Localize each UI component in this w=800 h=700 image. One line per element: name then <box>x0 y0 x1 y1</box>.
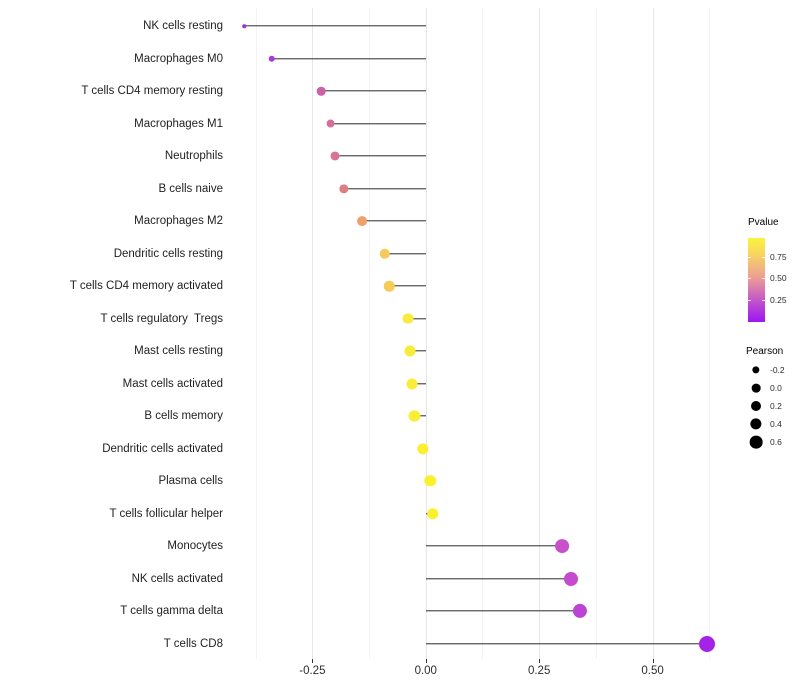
pvalue-tick-label: 0.25 <box>770 294 787 305</box>
lollipop-dot <box>406 377 418 390</box>
y-axis-label: Dendritic cells resting <box>113 247 223 260</box>
pvalue-colorbar-tick <box>762 299 765 301</box>
lollipop-dot <box>317 86 326 96</box>
y-axis-label: Monocytes <box>167 540 223 552</box>
pvalue-colorbar-tick <box>762 277 765 279</box>
pvalue-legend-title: Pvalue <box>748 217 779 228</box>
lollipop-dot <box>242 24 247 28</box>
x-tick-mark <box>425 659 427 663</box>
gridline-major <box>652 8 654 659</box>
lollipop-stem <box>414 415 426 417</box>
y-axis-label: NK cells resting <box>143 20 223 32</box>
pearson-legend-label: 0.2 <box>770 401 782 411</box>
pvalue-colorbar-tick <box>748 277 751 279</box>
lollipop-stem <box>335 155 426 157</box>
y-axis-label: B cells naive <box>158 182 223 195</box>
pearson-legend-dot <box>752 366 760 374</box>
lollipop-dot <box>268 55 275 62</box>
lollipop-stem <box>271 57 426 60</box>
lollipop-stem <box>412 382 426 385</box>
lollipop-dot <box>426 507 439 520</box>
pvalue-colorbar <box>748 238 765 322</box>
lollipop-dot <box>698 635 715 652</box>
y-axis-label: Neutrophils <box>164 150 223 162</box>
y-axis-label: Macrophages M1 <box>134 117 223 130</box>
y-axis-label: Mast cells resting <box>134 345 223 357</box>
gridline-minor <box>482 8 484 659</box>
gridline-minor <box>255 8 257 659</box>
lollipop-dot <box>402 313 414 324</box>
y-axis-label: Macrophages M0 <box>134 52 223 65</box>
y-axis-label: T cells gamma delta <box>120 605 223 617</box>
pearson-legend-label: -0.2 <box>770 365 785 375</box>
y-axis-label: T cells CD8 <box>163 637 223 650</box>
lollipop-dot <box>554 539 569 553</box>
y-axis-label: B cells memory <box>144 410 223 422</box>
lollipop-dot <box>357 216 368 226</box>
y-axis-label: T cells CD4 memory activated <box>69 280 223 292</box>
lollipop-dot <box>384 280 395 292</box>
y-axis-label: Macrophages M2 <box>134 215 223 227</box>
lollipop-stem <box>344 187 426 190</box>
pvalue-colorbar-tick <box>748 299 751 301</box>
pvalue-colorbar-tick <box>748 256 751 258</box>
lollipop-stem <box>425 577 571 580</box>
x-tick-mark <box>539 659 541 663</box>
lollipop-stem <box>425 545 562 547</box>
gridline-major <box>312 8 314 659</box>
x-tick-mark <box>652 659 654 663</box>
pearson-legend-label: 0.4 <box>770 419 782 429</box>
lollipop-dot <box>572 603 588 619</box>
pvalue-colorbar-tick <box>762 256 765 258</box>
pearson-legend-label: 0.0 <box>770 383 782 393</box>
lollipop-dot <box>326 119 335 128</box>
pearson-legend-dot <box>749 435 763 449</box>
lollipop-dot <box>417 442 429 455</box>
lollipop-dot <box>424 475 437 487</box>
lollipop-stem <box>409 350 426 352</box>
pearson-legend-label: 0.6 <box>770 437 782 447</box>
lollipop-stem <box>425 642 707 645</box>
x-tick-label: 0.25 <box>527 665 551 677</box>
y-axis-label: NK cells activated <box>131 572 223 585</box>
lollipop-dot <box>330 151 340 161</box>
lollipop-stem <box>389 285 426 287</box>
gridline-major <box>539 8 541 659</box>
y-axis-label: Dendritic cells activated <box>102 442 223 455</box>
x-tick-label: 0.00 <box>414 665 437 677</box>
lollipop-dot <box>379 248 391 259</box>
lollipop-stem <box>384 252 426 255</box>
lollipop-stem <box>321 90 426 92</box>
lollipop-dot <box>563 571 578 586</box>
gridline-minor <box>595 8 597 659</box>
gridline-minor <box>369 8 371 659</box>
x-tick-mark <box>312 659 314 663</box>
y-axis-label: T cells CD4 memory resting <box>81 85 223 97</box>
lollipop-dot <box>404 345 416 357</box>
lollipop-stem <box>362 220 426 222</box>
lollipop-stem <box>244 25 426 27</box>
lollipop-stem <box>407 317 426 320</box>
gridline-major <box>425 8 427 659</box>
y-axis-label: T cells follicular helper <box>109 507 223 520</box>
pearson-legend-dot <box>750 418 762 430</box>
lollipop-stem <box>425 610 580 612</box>
gridline-minor <box>709 8 711 659</box>
x-tick-label: -0.25 <box>299 665 326 677</box>
pvalue-tick-label: 0.50 <box>770 272 787 283</box>
y-axis-label: T cells regulatory Tregs <box>100 312 223 325</box>
lollipop-dot <box>339 183 349 194</box>
lollipop-dot <box>408 410 420 422</box>
y-axis-label: Plasma cells <box>158 475 223 487</box>
lollipop-stem <box>330 122 426 125</box>
pearson-legend-title: Pearson <box>746 346 784 357</box>
pearson-legend-dot <box>751 401 761 411</box>
pvalue-tick-label: 0.75 <box>770 251 787 262</box>
y-axis-label: Mast cells activated <box>122 377 223 390</box>
pearson-legend-dot <box>751 383 761 393</box>
x-tick-label: 0.50 <box>641 665 664 677</box>
